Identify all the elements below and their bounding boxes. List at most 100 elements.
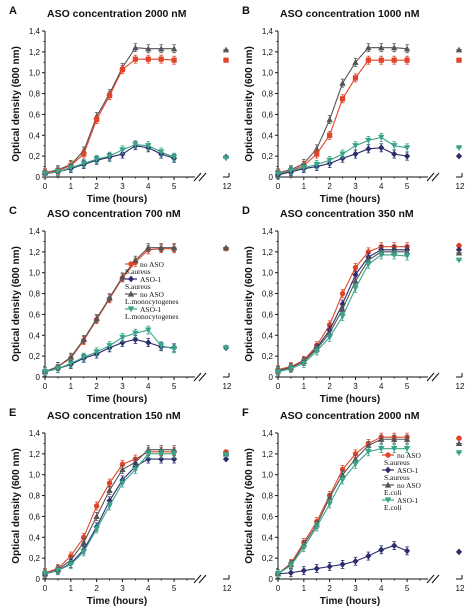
axis-break-mark xyxy=(431,172,440,182)
x-axis-title: Time (hours) xyxy=(320,394,380,405)
y-tick-label: 0,4 xyxy=(29,131,41,140)
data-point xyxy=(403,248,411,255)
x-axis-title: Time (hours) xyxy=(87,194,147,205)
y-axis-title: Optical density (600 nm) xyxy=(244,46,255,162)
x-tick-label: 3 xyxy=(120,382,125,391)
axis-break-mark xyxy=(193,372,202,382)
series-line xyxy=(44,449,175,575)
y-tick-label: 1,2 xyxy=(262,48,274,57)
data-point xyxy=(378,144,385,152)
data-point xyxy=(67,360,75,367)
data-point xyxy=(170,244,178,251)
data-point xyxy=(170,451,178,458)
data-point xyxy=(300,545,308,551)
series-4 xyxy=(274,132,463,179)
data-point xyxy=(145,455,152,463)
x-tick-label: 1 xyxy=(302,584,307,593)
data-point xyxy=(365,261,372,268)
data-point xyxy=(157,451,165,458)
y-tick-label: 1,0 xyxy=(262,269,274,278)
legend-label: ASO-1 xyxy=(397,466,419,475)
data-point xyxy=(41,369,49,375)
data-point xyxy=(326,494,333,501)
legend-label: ASO-1 xyxy=(397,496,419,505)
data-point xyxy=(403,45,411,52)
end-data-point xyxy=(455,440,463,447)
data-point xyxy=(326,501,333,508)
panel-letter: B xyxy=(242,5,250,17)
data-point xyxy=(157,244,165,251)
legend-organism: L.monocytogenes xyxy=(125,297,179,306)
end-data-point xyxy=(456,435,462,441)
data-point xyxy=(80,539,87,546)
panel-title: ASO concentration 150 nM xyxy=(47,410,181,422)
y-tick-label: 0,8 xyxy=(262,290,274,299)
end-data-point xyxy=(222,452,230,459)
data-point xyxy=(106,497,113,505)
y-axis-title: Optical density (600 nm) xyxy=(11,46,22,162)
data-point xyxy=(132,142,139,148)
x-tick-label: 2 xyxy=(327,382,332,391)
data-point xyxy=(300,360,308,367)
series-3 xyxy=(41,243,230,377)
data-point xyxy=(170,446,178,453)
y-tick-label: 0 xyxy=(269,575,274,584)
panel-a: A ASO concentration 2000 nM 0 0,2 0,4 0,6 0,8 1… xyxy=(9,5,232,205)
data-point xyxy=(403,436,411,442)
data-point xyxy=(352,143,359,149)
x-tick-label: 4 xyxy=(146,382,151,391)
series-2 xyxy=(275,55,462,178)
panel-b: B ASO concentration 1000 nM 0 0,2 0,4 0,6 0,8 1… xyxy=(242,5,465,205)
x-tick-label: 2 xyxy=(327,584,332,593)
data-point xyxy=(54,568,62,574)
data-point xyxy=(313,565,320,572)
data-point xyxy=(274,571,282,577)
data-point xyxy=(157,343,165,349)
data-point xyxy=(94,117,100,123)
x-tick-label: 0 xyxy=(43,584,48,593)
axis-break-mark xyxy=(193,574,202,584)
y-tick-label: 1,0 xyxy=(262,69,274,78)
data-point xyxy=(365,57,371,63)
x-break-tick-label: 12 xyxy=(456,584,465,593)
data-point xyxy=(145,339,152,346)
data-point xyxy=(106,294,113,301)
data-point xyxy=(80,354,87,361)
data-point xyxy=(287,366,295,372)
data-point xyxy=(145,56,151,62)
axis-break-mark xyxy=(198,372,207,382)
data-point xyxy=(119,480,126,487)
panel-c: C ASO concentration 700 nM 0 0,2 0,4 0,6 0,8 1,… xyxy=(9,205,232,405)
y-tick-label: 0 xyxy=(269,173,274,182)
legend-marker xyxy=(127,290,135,297)
data-point xyxy=(80,336,87,343)
data-point xyxy=(403,253,411,260)
series-line xyxy=(44,453,175,575)
data-point xyxy=(339,306,346,312)
y-tick-label: 0,8 xyxy=(29,90,41,99)
y-tick-label: 0,8 xyxy=(262,492,274,501)
data-point xyxy=(119,273,126,280)
data-point xyxy=(352,277,359,284)
x-tick-label: 1 xyxy=(69,382,74,391)
end-data-point xyxy=(456,152,462,160)
data-point xyxy=(390,143,398,149)
data-point xyxy=(390,252,398,259)
x-tick-label: 4 xyxy=(379,182,384,191)
data-point xyxy=(157,446,165,453)
data-point xyxy=(339,300,346,308)
data-point xyxy=(119,147,126,154)
data-point xyxy=(106,503,113,510)
x-tick-label: 3 xyxy=(353,382,358,391)
y-tick-label: 0 xyxy=(36,173,41,182)
data-point xyxy=(67,353,75,360)
x-break-tick-label: 12 xyxy=(223,182,232,191)
y-tick-label: 0 xyxy=(269,373,274,382)
data-point xyxy=(132,330,139,337)
data-point xyxy=(41,171,49,178)
x-tick-label: 3 xyxy=(120,182,125,191)
y-tick-label: 1,4 xyxy=(29,429,41,438)
axis-break-mark xyxy=(426,172,435,182)
data-point xyxy=(391,57,397,63)
